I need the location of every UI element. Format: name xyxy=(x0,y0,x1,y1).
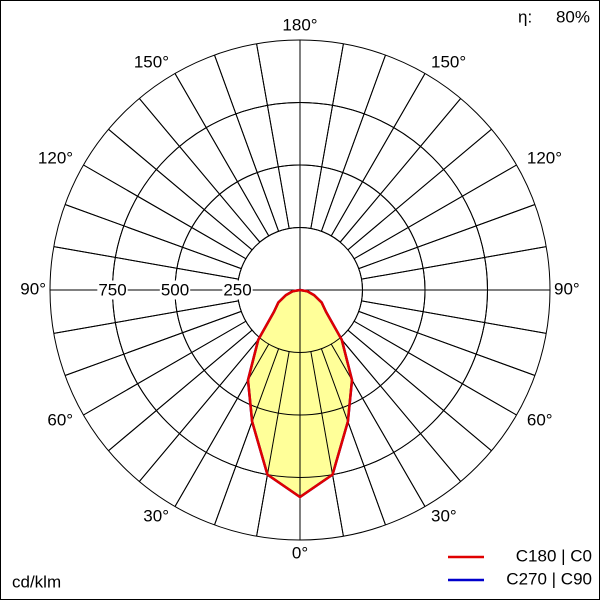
radial-overlay xyxy=(358,204,536,270)
radial-overlay xyxy=(330,343,426,507)
efficiency: 80% xyxy=(556,7,590,26)
radial-overlay xyxy=(64,204,242,270)
angle-label: 60° xyxy=(47,410,73,429)
label-bg xyxy=(554,279,580,299)
radial-overlay xyxy=(310,351,344,537)
radial-overlay xyxy=(310,43,344,229)
radial-overlay xyxy=(108,329,253,452)
label-bg xyxy=(222,280,253,300)
angle-label: 30° xyxy=(143,506,169,525)
angle-label: 150° xyxy=(431,53,466,72)
angle-label: 90° xyxy=(554,279,580,298)
radial-overlay xyxy=(339,98,462,243)
radial-overlay xyxy=(330,73,426,237)
angle-label: 180° xyxy=(282,15,317,34)
radial-overlay xyxy=(361,246,547,280)
angle-label: 0° xyxy=(292,543,308,562)
labels: 250 500 750 0° 30° 30° 60° 60° 90° 90° 120° 120° 150… xyxy=(20,15,580,562)
radial-overlay xyxy=(174,73,270,237)
radial-overlay xyxy=(214,54,280,232)
legend-label: C270 | C90 xyxy=(506,569,592,588)
angle-label: 60° xyxy=(527,410,553,429)
radial-overlay xyxy=(64,310,242,376)
radial-overlay xyxy=(174,343,270,507)
radial-overlay xyxy=(214,348,280,526)
angle-label: 120° xyxy=(527,148,562,167)
radial-overlay xyxy=(108,128,253,251)
angle-label: 90° xyxy=(20,279,46,298)
radial-overlay xyxy=(53,246,239,280)
legend-label: C180 | C0 xyxy=(516,546,592,565)
r-tick-label: 250 xyxy=(223,280,251,299)
radial-overlay xyxy=(53,300,239,334)
curve xyxy=(246,288,354,499)
radial-overlay xyxy=(353,164,517,260)
label-bg xyxy=(159,280,191,300)
radial-overlay xyxy=(138,98,261,243)
radial-overlay xyxy=(320,54,386,232)
radial-overlay xyxy=(358,310,536,376)
marks xyxy=(50,40,550,540)
radial-overlay xyxy=(347,329,492,452)
radial-overlay xyxy=(138,337,261,482)
radial-overlay xyxy=(347,128,492,251)
label-bg xyxy=(20,279,46,299)
radial-overlay xyxy=(256,351,290,537)
radial-overlay xyxy=(256,43,290,229)
radial-overlay xyxy=(83,320,247,416)
angle-label: 120° xyxy=(38,148,73,167)
efficiency-symbol: η: xyxy=(518,7,532,26)
label-bg xyxy=(97,280,128,300)
r-tick-label: 500 xyxy=(161,280,189,299)
radial-overlay xyxy=(339,337,462,482)
radial-overlay xyxy=(320,348,386,526)
angle-label: 30° xyxy=(431,506,457,525)
radial-overlay xyxy=(83,164,247,260)
r-tick-label: 750 xyxy=(98,280,126,299)
unit-label: cd/klm xyxy=(12,572,61,591)
radial-overlay xyxy=(361,300,547,334)
radial-overlay xyxy=(353,320,517,416)
angle-label: 150° xyxy=(134,53,169,72)
